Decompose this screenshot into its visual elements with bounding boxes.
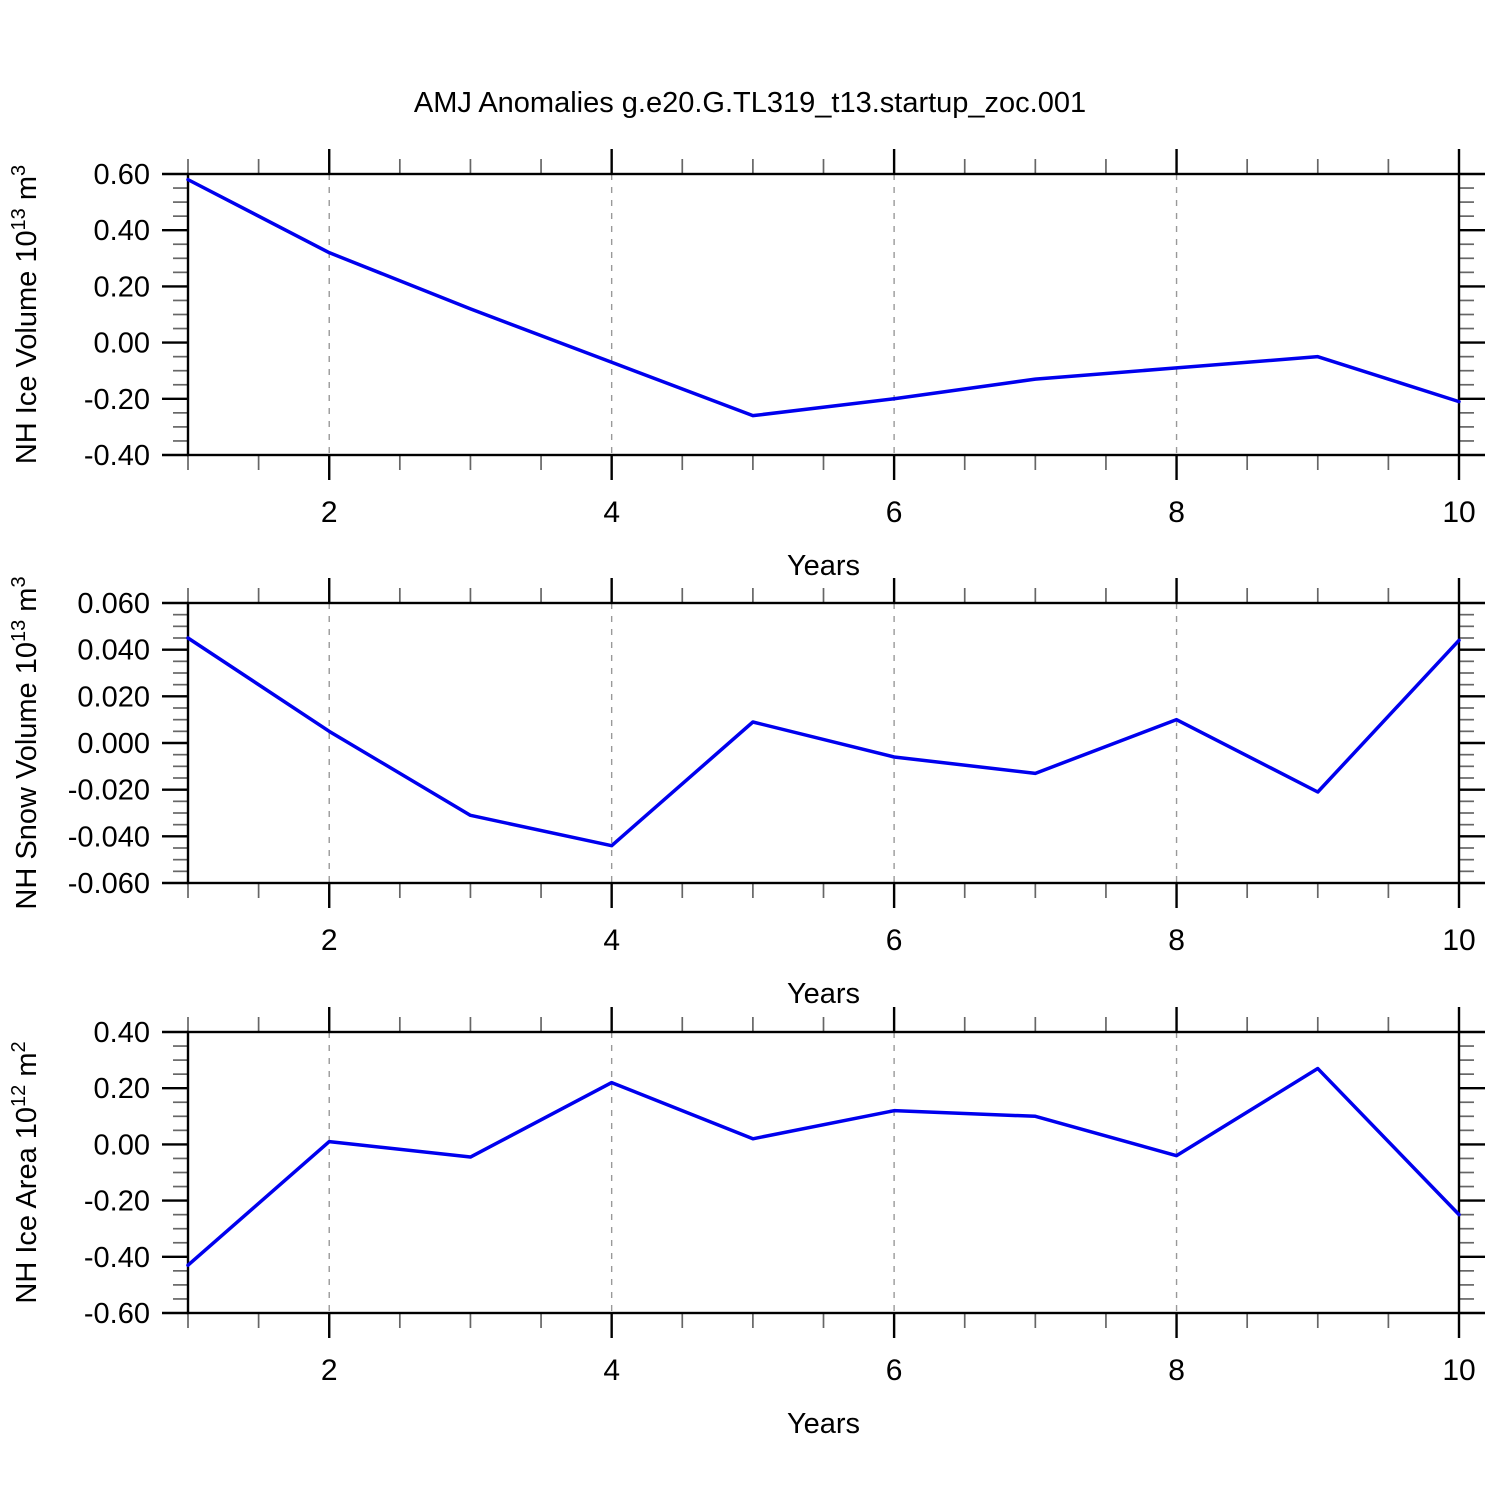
- plot-frame: [186, 1030, 1461, 1315]
- y-tick-label: 0.00: [94, 1129, 150, 1161]
- x-tick-label: 6: [886, 496, 903, 529]
- x-tick-label: 8: [1168, 924, 1185, 957]
- x-axis-title: Years: [787, 550, 860, 582]
- x-tick-label: 10: [1442, 924, 1475, 957]
- x-tick-label: 6: [886, 1354, 903, 1387]
- y-tick-label: 0.020: [77, 681, 150, 713]
- y-tick-label: 0.040: [77, 635, 150, 667]
- series-line-nh-ice-area: [186, 1066, 1461, 1267]
- plot-frame: [186, 601, 1461, 885]
- y-tick-label: -0.060: [68, 868, 150, 900]
- y-tick-label: 0.20: [94, 1073, 150, 1105]
- panel-nh-ice-area: 0.40 0.20 0.00 -0.20 -0.40 -0.60 2 4 6 8 10 Years NH…: [8, 1007, 1485, 1440]
- y-tick-label: -0.40: [84, 1242, 150, 1274]
- y-tick-label: 0.60: [94, 159, 150, 191]
- y-tick-label: -0.20: [84, 1186, 150, 1218]
- x-tick-label: 4: [603, 924, 620, 957]
- y-tick-label: 0.20: [94, 271, 150, 303]
- x-axis-title: Years: [787, 978, 860, 1010]
- y-tick-label: 0.00: [94, 328, 150, 360]
- x-tick-label: 10: [1442, 1354, 1475, 1387]
- x-tick-label: 8: [1168, 496, 1185, 529]
- series-line-nh-snow-volume: [186, 636, 1461, 848]
- y-axis-title: NH Ice Volume 1013 m3: [8, 165, 43, 464]
- series-line-nh-ice-volume: [186, 177, 1461, 418]
- x-tick-label: 8: [1168, 1354, 1185, 1387]
- y-tick-label: -0.60: [84, 1298, 150, 1330]
- plot-frame: [186, 172, 1461, 457]
- x-tick-label: 2: [321, 1354, 338, 1387]
- x-tick-label: 4: [603, 496, 620, 529]
- x-tick-label: 4: [603, 1354, 620, 1387]
- y-tick-label: -0.020: [68, 775, 150, 807]
- y-tick-label: 0.40: [94, 215, 150, 247]
- y-axis-title: NH Snow Volume 1013 m3: [8, 576, 43, 909]
- y-tick-label: -0.040: [68, 821, 150, 853]
- x-tick-label: 2: [321, 924, 338, 957]
- x-tick-label: 2: [321, 496, 338, 529]
- y-axis-title: NH Ice Area 1012 m2: [8, 1041, 43, 1303]
- panel-nh-ice-volume: 0.60 0.40 0.20 0.00 -0.20 -0.40 2 4 6 8 10 Years NH …: [8, 149, 1485, 582]
- panel-nh-snow-volume: 0.060 0.040 0.020 0.000 -0.020 -0.040 -0.060 2 4…: [8, 576, 1485, 1010]
- y-tick-label: 0.060: [77, 588, 150, 620]
- x-axis-title: Years: [787, 1408, 860, 1440]
- chart-title: AMJ Anomalies g.e20.G.TL319_t13.startup_…: [413, 87, 1087, 119]
- y-tick-label: 0.40: [94, 1017, 150, 1049]
- x-tick-label: 6: [886, 924, 903, 957]
- y-tick-label: -0.40: [84, 440, 150, 472]
- x-tick-label: 10: [1442, 496, 1475, 529]
- y-tick-label: 0.000: [77, 728, 150, 760]
- y-tick-label: -0.20: [84, 384, 150, 416]
